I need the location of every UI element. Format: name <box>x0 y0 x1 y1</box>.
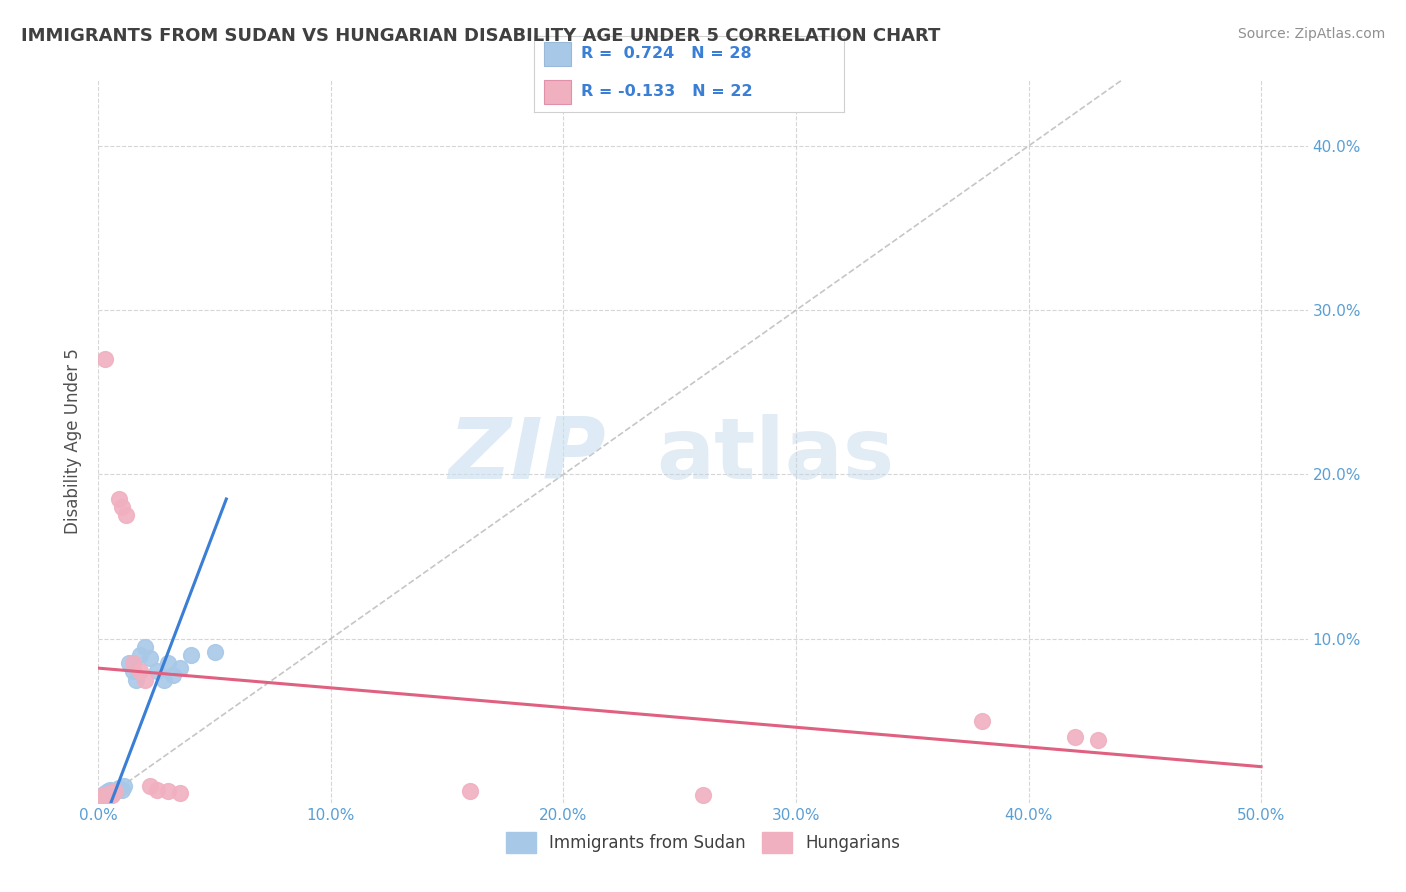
Text: ZIP: ZIP <box>449 415 606 498</box>
Bar <box>544 79 571 104</box>
Point <box>180 648 202 662</box>
Point <box>94 790 117 805</box>
Point <box>145 665 167 679</box>
Point <box>101 788 124 802</box>
Point <box>129 665 152 679</box>
Point <box>1064 730 1087 744</box>
Point <box>104 784 127 798</box>
Point <box>98 786 121 800</box>
Point <box>169 661 191 675</box>
Point <box>970 714 993 728</box>
Point <box>91 789 114 804</box>
Point <box>94 352 117 367</box>
Point <box>111 782 134 797</box>
Point <box>129 648 152 662</box>
Point <box>98 788 121 802</box>
Point <box>97 784 120 798</box>
Point <box>138 651 160 665</box>
Y-axis label: Disability Age Under 5: Disability Age Under 5 <box>65 349 83 534</box>
Point <box>134 640 156 654</box>
Text: atlas: atlas <box>657 415 894 498</box>
Legend: Immigrants from Sudan, Hungarians: Immigrants from Sudan, Hungarians <box>499 826 907 860</box>
Point <box>97 789 120 804</box>
Point <box>138 780 160 794</box>
Point <box>1087 733 1109 747</box>
Text: IMMIGRANTS FROM SUDAN VS HUNGARIAN DISABILITY AGE UNDER 5 CORRELATION CHART: IMMIGRANTS FROM SUDAN VS HUNGARIAN DISAB… <box>21 27 941 45</box>
Text: R =  0.724   N = 28: R = 0.724 N = 28 <box>581 46 751 62</box>
Point <box>94 786 117 800</box>
Point <box>91 788 114 802</box>
Bar <box>544 42 571 66</box>
Point <box>97 789 120 804</box>
Point <box>108 780 131 795</box>
Point <box>692 788 714 802</box>
Point <box>108 491 131 506</box>
Point <box>118 657 141 671</box>
Point <box>112 780 135 794</box>
Point <box>101 786 124 800</box>
Point <box>169 786 191 800</box>
Point <box>157 657 180 671</box>
Point <box>152 673 174 687</box>
Point <box>98 782 121 797</box>
Text: Source: ZipAtlas.com: Source: ZipAtlas.com <box>1237 27 1385 41</box>
Point <box>91 788 114 802</box>
Point <box>104 784 127 798</box>
Point <box>162 667 184 681</box>
Text: R = -0.133   N = 22: R = -0.133 N = 22 <box>581 84 752 99</box>
Point <box>122 657 145 671</box>
Point <box>145 782 167 797</box>
Point <box>134 673 156 687</box>
Point <box>460 784 482 798</box>
Point <box>90 790 112 805</box>
Point <box>115 508 138 523</box>
Point <box>111 500 134 515</box>
Point <box>122 665 145 679</box>
Point <box>157 784 180 798</box>
Point <box>124 673 146 687</box>
Point <box>204 645 226 659</box>
Point <box>90 790 112 805</box>
Point <box>105 782 128 797</box>
